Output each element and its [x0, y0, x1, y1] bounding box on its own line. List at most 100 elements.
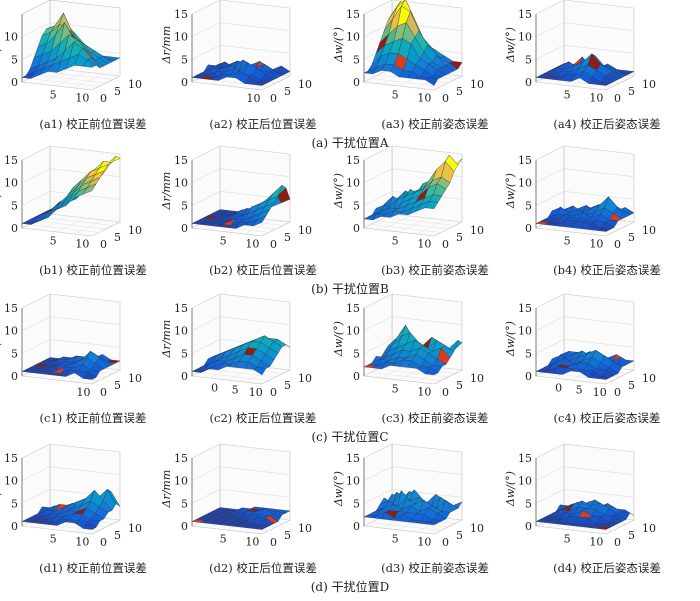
- y-tick-label: 5: [456, 231, 463, 244]
- x-tick-label: 5: [392, 88, 399, 101]
- z-axis-label: Δr/mm: [160, 172, 173, 211]
- x-tick-label: 10: [245, 536, 259, 549]
- z-tick-label: 10: [174, 177, 188, 190]
- z-tick-label: 0: [181, 370, 188, 383]
- x-tick-label: 0: [211, 381, 218, 394]
- y-tick-label: 10: [298, 372, 312, 385]
- z-gridline: [191, 466, 291, 481]
- surface-patch: [252, 367, 267, 376]
- z-tick-label: 15: [4, 154, 18, 167]
- surface-patch: [424, 521, 439, 526]
- z-axis-label: Δr/mm: [0, 172, 3, 211]
- y-tick-label: 5: [284, 231, 291, 244]
- z-tick-label: 15: [346, 154, 360, 167]
- y-tick-label: 5: [284, 529, 291, 542]
- floor-gridline: [28, 372, 100, 381]
- z-tick-label: 0: [181, 520, 188, 533]
- z-gridline: [21, 443, 121, 459]
- z-tick-label: 10: [174, 31, 188, 44]
- x-tick-label: 10: [245, 238, 259, 251]
- surface-patch: [425, 201, 439, 209]
- z-tick-label: 10: [346, 475, 360, 488]
- subplot-caption: (b4) 校正后姿态误差: [553, 263, 661, 277]
- z-axis-label: Δw/(°): [332, 27, 345, 63]
- z-gridline: [363, 489, 463, 504]
- y-tick-label: 5: [628, 85, 635, 98]
- floor-gridline: [198, 224, 270, 233]
- x-tick-label: 10: [589, 238, 603, 251]
- x-tick-label: 5: [50, 234, 57, 247]
- z-tick-label: 0: [353, 370, 360, 383]
- x-tick-label: 5: [564, 88, 571, 101]
- y-tick-label: 10: [128, 224, 142, 237]
- z-gridline: [191, 168, 291, 183]
- z-tick-label: 10: [518, 177, 532, 190]
- z-tick-label: 5: [353, 199, 360, 212]
- subplot-caption: (c1) 校正前位置误差: [40, 411, 147, 425]
- z-gridline: [535, 168, 635, 183]
- z-tick-label: 0: [525, 370, 532, 383]
- y-tick-label: 5: [114, 529, 121, 542]
- floor-gridline: [542, 522, 614, 531]
- z-tick-label: 5: [11, 199, 18, 212]
- x-tick-label: 10: [589, 92, 603, 105]
- surface-patch: [252, 82, 267, 86]
- z-tick-label: 0: [525, 76, 532, 89]
- z-axis-label: Δr/mm: [160, 470, 173, 509]
- z-tick-label: 15: [174, 452, 188, 465]
- z-tick-label: 10: [4, 31, 18, 44]
- z-tick-label: 15: [518, 302, 532, 315]
- z-tick-label: 5: [181, 53, 188, 66]
- z-gridline: [535, 45, 635, 60]
- y-tick-label: 0: [614, 92, 621, 105]
- x-tick-label: 5: [232, 384, 239, 397]
- subplot-caption: (b1) 校正前位置误差: [39, 263, 147, 277]
- z-tick-label: 0: [353, 76, 360, 89]
- y-tick-label: 10: [298, 522, 312, 535]
- subplot-caption: (d1) 校正前位置误差: [39, 561, 147, 575]
- y-tick-label: 10: [642, 522, 656, 535]
- subplot-caption: (d2) 校正后位置误差: [209, 561, 317, 575]
- z-tick-label: 15: [346, 8, 360, 21]
- subplot-caption: (a1) 校正前位置误差: [39, 117, 146, 131]
- floor-gridline: [370, 78, 442, 87]
- floor-gridline: [244, 219, 273, 235]
- y-tick-label: 5: [284, 379, 291, 392]
- z-axis-label: Δw/(°): [504, 471, 517, 507]
- surface-patch: [596, 228, 611, 232]
- z-gridline: [191, 489, 291, 504]
- z-tick-label: 0: [11, 520, 18, 533]
- surface-patch: [83, 521, 97, 530]
- z-tick-label: 15: [518, 154, 532, 167]
- z-tick-label: 0: [11, 222, 18, 235]
- y-tick-label: 5: [284, 85, 291, 98]
- z-gridline: [21, 145, 121, 161]
- z-gridline: [21, 339, 121, 354]
- floor-gridline: [198, 372, 270, 381]
- floor-gridline: [370, 522, 442, 531]
- z-tick-label: 5: [525, 199, 532, 212]
- floor-gridline: [198, 78, 270, 87]
- x-tick-label: 10: [589, 536, 603, 549]
- group-caption-a: (a) 干扰位置A: [312, 135, 389, 150]
- z-tick-label: 10: [174, 475, 188, 488]
- z-gridline: [535, 191, 635, 206]
- z-tick-label: 5: [181, 199, 188, 212]
- z-tick-label: 10: [174, 325, 188, 338]
- subplot-caption: (a4) 校正后姿态误差: [553, 117, 660, 131]
- z-tick-label: 5: [353, 347, 360, 360]
- x-tick-label: 10: [417, 536, 431, 549]
- y-tick-label: 5: [628, 529, 635, 542]
- z-tick-label: 0: [353, 222, 360, 235]
- z-tick-label: 5: [525, 53, 532, 66]
- floor-gridline: [28, 224, 100, 233]
- y-tick-label: 0: [270, 238, 277, 251]
- subplot-caption: (b3) 校正前姿态误差: [381, 263, 489, 277]
